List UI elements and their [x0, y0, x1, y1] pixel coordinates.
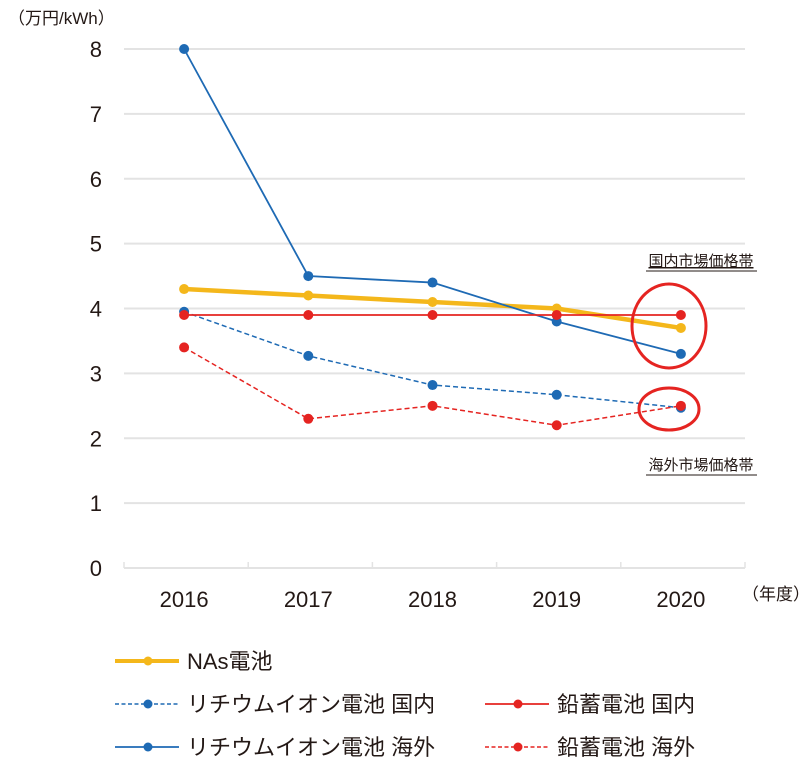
legend-swatch-marker — [513, 699, 523, 709]
data-point — [179, 309, 190, 320]
data-point — [551, 420, 562, 431]
legend-item: リチウムイオン電池 国内 — [115, 692, 435, 717]
legend-item: 鉛蓄電池 国内 — [485, 692, 695, 717]
legend-item: リチウムイオン電池 海外 — [115, 735, 435, 760]
domestic-price-annotation: 国内市場価格帯 — [648, 253, 753, 270]
x-tick-label: 2017 — [284, 587, 333, 612]
y-tick-label: 3 — [90, 361, 102, 386]
data-point — [675, 322, 686, 333]
data-point — [303, 271, 314, 282]
data-point — [427, 400, 438, 411]
series-2 — [179, 44, 686, 359]
series-4 — [179, 342, 686, 431]
legend-swatch-marker — [513, 742, 523, 752]
y-axis-unit-label: （万円/kWh） — [8, 9, 115, 28]
data-point — [303, 309, 314, 320]
legend-label: リチウムイオン電池 国内 — [187, 692, 435, 717]
data-point — [303, 413, 314, 424]
series-line — [183, 311, 681, 409]
legend-item: NAs電池 — [115, 649, 273, 674]
legend-swatch-marker — [143, 656, 153, 666]
y-tick-label: 4 — [90, 297, 102, 322]
data-point — [427, 297, 438, 308]
annotations-group: 国内市場価格帯 海外市場価格帯 — [630, 253, 757, 476]
y-axis-ticks: 0 1 2 3 4 5 6 7 8 — [90, 37, 102, 581]
x-tick-label: 2020 — [656, 587, 705, 612]
legend-item: 鉛蓄電池 海外 — [485, 735, 695, 760]
legend-swatch-marker — [143, 699, 153, 709]
data-point — [427, 380, 438, 391]
x-tick-label: 2019 — [532, 587, 581, 612]
data-point — [179, 284, 190, 295]
legend-label: NAs電池 — [187, 649, 273, 674]
data-point — [675, 309, 686, 320]
domestic-price-circle — [630, 282, 708, 370]
y-tick-label: 8 — [90, 37, 102, 62]
data-point — [427, 277, 438, 288]
series-3 — [179, 309, 686, 320]
data-point — [551, 389, 562, 400]
y-tick-label: 0 — [90, 556, 102, 581]
data-point — [303, 350, 314, 361]
data-point — [551, 309, 562, 320]
data-point — [179, 44, 190, 54]
y-tick-label: 6 — [90, 167, 102, 192]
x-axis-ticks: 2016 2017 2018 2019 2020 — [160, 587, 706, 612]
y-tick-label: 2 — [90, 426, 102, 451]
legend-label: 鉛蓄電池 海外 — [557, 735, 695, 760]
overseas-price-circle — [637, 386, 701, 432]
data-point — [303, 290, 314, 301]
y-tick-label: 1 — [90, 491, 102, 516]
grid-lines — [123, 48, 746, 569]
y-tick-label: 5 — [90, 232, 102, 257]
series-group — [179, 44, 686, 431]
data-point — [675, 400, 686, 411]
data-point — [427, 309, 438, 320]
data-point — [675, 348, 686, 359]
y-tick-label: 7 — [90, 102, 102, 127]
x-tick-label: 2016 — [160, 587, 209, 612]
x-axis-unit-label: （年度） — [742, 585, 800, 604]
overseas-price-annotation: 海外市場価格帯 — [648, 457, 753, 474]
legend-swatch-marker — [143, 742, 153, 752]
x-tick-label: 2018 — [408, 587, 457, 612]
series-1 — [179, 306, 686, 413]
legend-label: 鉛蓄電池 国内 — [557, 692, 695, 717]
legend-label: リチウムイオン電池 海外 — [187, 735, 435, 760]
data-point — [179, 342, 190, 353]
